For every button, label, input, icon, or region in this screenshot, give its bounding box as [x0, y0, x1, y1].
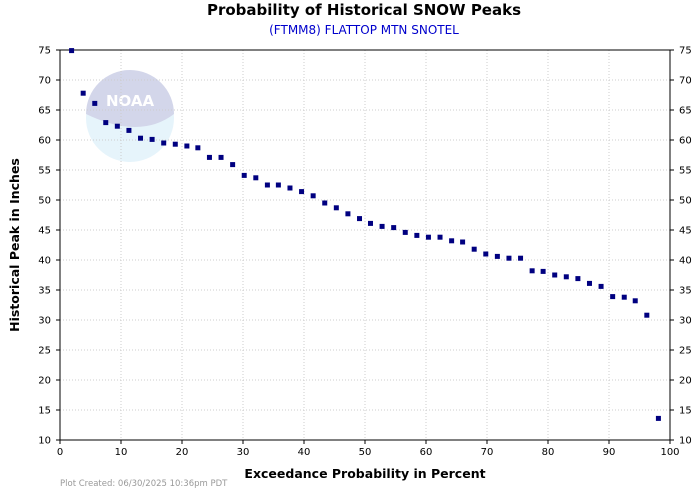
y-tick-label-right: 40	[679, 256, 692, 267]
data-point	[275, 182, 281, 188]
data-point	[644, 312, 650, 318]
data-point	[241, 172, 247, 178]
data-point	[149, 136, 155, 142]
noaa-logo-text: NOAA	[106, 92, 155, 110]
y-tick-label-right: 10	[679, 436, 692, 447]
y-tick-label-left: 50	[38, 196, 51, 207]
data-point	[449, 238, 455, 244]
data-point	[206, 154, 212, 160]
data-point	[114, 123, 120, 129]
x-tick-label: 50	[359, 447, 372, 458]
y-tick-label-left: 10	[38, 436, 51, 447]
y-tick-label-right: 65	[679, 106, 692, 117]
data-point	[460, 239, 466, 245]
data-point	[345, 211, 351, 217]
data-point	[506, 255, 512, 261]
data-point	[92, 100, 98, 106]
y-tick-label-left: 60	[38, 136, 51, 147]
data-point	[138, 135, 144, 141]
data-point	[230, 162, 236, 168]
y-tick-label-left: 35	[38, 286, 51, 297]
data-point	[126, 127, 132, 133]
data-point	[195, 145, 201, 151]
data-point	[253, 175, 259, 181]
data-point	[299, 189, 305, 195]
y-tick-label-right: 50	[679, 196, 692, 207]
data-point	[357, 216, 363, 222]
data-point	[379, 223, 385, 229]
x-tick-label: 100	[660, 447, 679, 458]
data-point	[632, 298, 638, 304]
x-tick-label: 80	[542, 447, 555, 458]
data-point	[80, 90, 86, 96]
y-tick-label-right: 25	[679, 346, 692, 357]
data-point	[575, 276, 581, 282]
data-point	[598, 283, 604, 289]
y-tick-label-left: 15	[38, 406, 51, 417]
y-tick-label-right: 15	[679, 406, 692, 417]
data-point	[529, 268, 535, 274]
plot-created-footer: Plot Created: 06/30/2025 10:36pm PDT	[60, 479, 228, 489]
data-point	[218, 154, 224, 160]
x-tick-label: 40	[298, 447, 311, 458]
y-axis-label: Historical Peak in Inches	[7, 158, 22, 332]
data-point	[172, 141, 178, 147]
data-point	[610, 294, 616, 300]
y-tick-label-left: 75	[38, 46, 51, 57]
data-point	[367, 220, 373, 226]
y-tick-label-right: 30	[679, 316, 692, 327]
chart-title: Probability of Historical SNOW Peaks	[206, 1, 522, 19]
data-point	[563, 274, 569, 280]
x-tick-label: 20	[176, 447, 189, 458]
x-tick-label: 90	[603, 447, 616, 458]
data-point	[518, 255, 524, 261]
data-point	[425, 234, 431, 240]
y-tick-label-right: 35	[679, 286, 692, 297]
data-point	[494, 253, 500, 259]
x-tick-label: 60	[420, 447, 433, 458]
data-point	[483, 251, 489, 257]
x-tick-label: 30	[237, 447, 250, 458]
x-tick-label: 70	[481, 447, 494, 458]
data-point	[437, 234, 443, 240]
y-tick-label-left: 45	[38, 226, 51, 237]
data-point	[287, 185, 293, 191]
x-tick-label: 10	[115, 447, 128, 458]
y-tick-label-right: 45	[679, 226, 692, 237]
y-tick-label-left: 40	[38, 256, 51, 267]
y-tick-label-left: 55	[38, 166, 51, 177]
data-point	[69, 48, 75, 54]
x-axis-label: Exceedance Probability in Percent	[244, 466, 485, 481]
y-tick-label-right: 20	[679, 376, 692, 387]
data-point	[103, 120, 109, 126]
data-point	[264, 182, 270, 188]
noaa-logo-bird-shape	[86, 70, 174, 127]
data-point	[540, 268, 546, 274]
data-point	[184, 143, 190, 149]
y-tick-label-left: 20	[38, 376, 51, 387]
data-point	[655, 415, 661, 421]
data-point	[552, 272, 558, 278]
y-tick-label-left: 65	[38, 106, 51, 117]
y-tick-label-right: 70	[679, 76, 692, 87]
x-tick-label: 0	[57, 447, 63, 458]
data-point	[310, 193, 316, 199]
data-point	[621, 294, 627, 300]
data-point	[322, 200, 328, 206]
y-tick-label-right: 55	[679, 166, 692, 177]
data-point	[414, 232, 420, 238]
y-tick-label-right: 60	[679, 136, 692, 147]
y-tick-label-right: 75	[679, 46, 692, 57]
data-point	[391, 225, 397, 231]
y-tick-label-left: 70	[38, 76, 51, 87]
y-tick-label-left: 30	[38, 316, 51, 327]
data-point	[402, 229, 408, 235]
data-point	[586, 280, 592, 286]
data-point	[333, 205, 339, 211]
chart-subtitle: (FTMM8) FLATTOP MTN SNOTEL	[269, 23, 459, 37]
data-point	[161, 140, 167, 146]
y-tick-label-left: 25	[38, 346, 51, 357]
data-point	[471, 246, 477, 252]
